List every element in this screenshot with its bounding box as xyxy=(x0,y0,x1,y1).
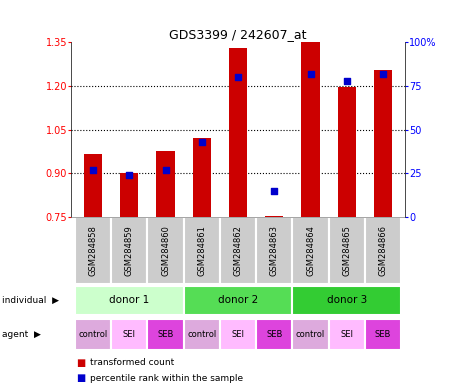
Bar xyxy=(147,217,183,284)
Bar xyxy=(256,319,292,349)
Point xyxy=(125,172,133,178)
Bar xyxy=(156,151,174,217)
Text: GSM284864: GSM284864 xyxy=(305,225,314,276)
Point xyxy=(162,167,169,173)
Text: control: control xyxy=(295,329,325,339)
Point xyxy=(379,71,386,77)
Bar xyxy=(147,319,183,349)
Text: SEB: SEB xyxy=(266,329,282,339)
Bar xyxy=(111,319,147,349)
Text: SEB: SEB xyxy=(157,329,174,339)
Text: SEI: SEI xyxy=(340,329,353,339)
Text: GSM284863: GSM284863 xyxy=(269,225,278,276)
Text: donor 2: donor 2 xyxy=(218,295,257,306)
Bar xyxy=(265,215,283,217)
Bar xyxy=(75,217,111,284)
Bar xyxy=(111,217,147,284)
Text: donor 3: donor 3 xyxy=(326,295,366,306)
Text: control: control xyxy=(187,329,216,339)
Bar xyxy=(328,319,364,349)
Bar xyxy=(183,217,219,284)
Text: GSM284866: GSM284866 xyxy=(378,225,387,276)
Point xyxy=(198,139,205,145)
Bar xyxy=(364,319,400,349)
Bar xyxy=(183,286,292,315)
Bar xyxy=(219,217,256,284)
Bar xyxy=(75,286,183,315)
Text: individual  ▶: individual ▶ xyxy=(2,296,59,305)
Text: donor 1: donor 1 xyxy=(109,295,149,306)
Bar xyxy=(75,319,111,349)
Point xyxy=(342,78,350,84)
Bar xyxy=(292,319,328,349)
Bar xyxy=(183,319,219,349)
Bar xyxy=(84,154,102,217)
Bar xyxy=(292,286,400,315)
Text: GSM284862: GSM284862 xyxy=(233,225,242,276)
Bar xyxy=(328,217,364,284)
Point xyxy=(234,74,241,80)
Bar xyxy=(229,48,246,217)
Text: GSM284859: GSM284859 xyxy=(124,225,134,276)
Text: agent  ▶: agent ▶ xyxy=(2,329,41,339)
Text: control: control xyxy=(78,329,107,339)
Text: ■: ■ xyxy=(76,373,85,383)
Text: SEI: SEI xyxy=(231,329,244,339)
Point xyxy=(270,188,277,194)
Bar xyxy=(192,138,210,217)
Point xyxy=(89,167,96,173)
Text: SEB: SEB xyxy=(374,329,391,339)
Bar xyxy=(364,217,400,284)
Text: transformed count: transformed count xyxy=(90,358,174,367)
Bar xyxy=(373,70,391,217)
Text: GSM284865: GSM284865 xyxy=(341,225,351,276)
Bar xyxy=(256,217,292,284)
Bar xyxy=(292,217,328,284)
Text: percentile rank within the sample: percentile rank within the sample xyxy=(90,374,242,383)
Point xyxy=(306,71,313,77)
Bar xyxy=(337,88,355,217)
Text: GSM284858: GSM284858 xyxy=(89,225,97,276)
Bar xyxy=(120,173,138,217)
Bar xyxy=(301,42,319,217)
Text: ■: ■ xyxy=(76,358,85,368)
Text: GSM284860: GSM284860 xyxy=(161,225,170,276)
Text: GSM284861: GSM284861 xyxy=(197,225,206,276)
Title: GDS3399 / 242607_at: GDS3399 / 242607_at xyxy=(169,28,306,41)
Text: SEI: SEI xyxy=(123,329,135,339)
Bar xyxy=(219,319,256,349)
